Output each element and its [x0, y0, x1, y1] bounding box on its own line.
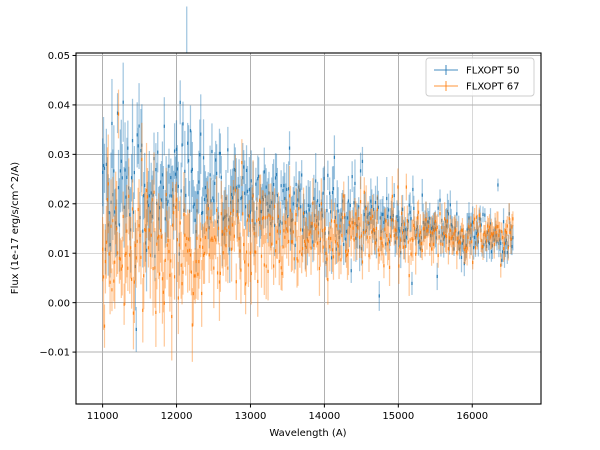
y-tick-label: 0.05 — [48, 51, 70, 62]
x-axis-title: Wavelength (A) — [269, 428, 346, 439]
spectrum-data-layer — [101, 6, 514, 362]
y-tick-label: −0.01 — [39, 348, 70, 359]
x-tick-label: 14000 — [308, 411, 340, 422]
y-axis-title: Flux (1e-17 erg/s/cm^2/A) — [10, 162, 21, 294]
y-tick-label: 0.00 — [48, 298, 70, 309]
axis-tick-labels: 11000 12000 13000 14000 15000 16000 −0.01 0.00 0… — [39, 51, 488, 422]
y-tick-label: 0.03 — [48, 150, 70, 161]
axes-spines — [75, 52, 542, 405]
x-tick-label: 15000 — [382, 411, 414, 422]
chart-legend[interactable]: FLXOPT 50 FLXOPT 67 — [425, 57, 535, 97]
legend-entry-flxopt-67[interactable]: FLXOPT 67 — [434, 81, 519, 93]
series-flxopt-50 — [101, 6, 514, 352]
x-tick-label: 16000 — [456, 411, 488, 422]
legend-label: FLXOPT 67 — [466, 82, 519, 93]
legend-label: FLXOPT 50 — [466, 66, 519, 77]
y-tick-label: 0.04 — [48, 101, 70, 112]
y-tick-label: 0.02 — [48, 199, 70, 210]
x-tick-label: 13000 — [235, 411, 267, 422]
y-tick-label: 0.01 — [48, 249, 70, 260]
x-tick-label: 11000 — [87, 411, 119, 422]
legend-entry-flxopt-50[interactable]: FLXOPT 50 — [434, 65, 519, 77]
series-flxopt-67 — [101, 89, 514, 362]
axis-ticks — [72, 54, 473, 408]
x-tick-label: 12000 — [161, 411, 193, 422]
